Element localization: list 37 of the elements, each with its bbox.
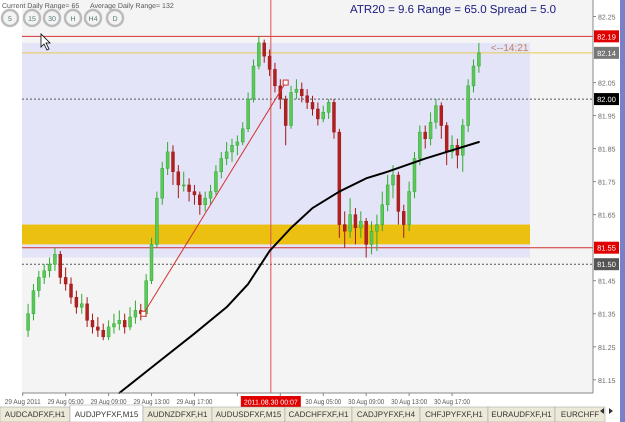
candlestick [241, 122, 244, 146]
candlestick [182, 171, 186, 192]
candlestick [80, 293, 84, 314]
candlestick [440, 102, 444, 140]
candlestick [122, 313, 126, 334]
candlestick [359, 210, 363, 238]
candlestick [166, 142, 170, 176]
candlestick [354, 208, 358, 245]
text: EURAUDFXF,H1 [491, 410, 552, 419]
text: AUDUSDFXF,M15 [216, 410, 282, 419]
candlestick [326, 98, 330, 120]
text: EURCHFF [560, 410, 600, 419]
annotation: <--14:21 [490, 42, 529, 54]
candlestick [300, 82, 304, 103]
candlestick [58, 250, 62, 285]
candlestick [220, 151, 224, 179]
candlestick [423, 124, 427, 150]
candlestick [402, 204, 406, 238]
candlestick [278, 78, 282, 110]
candlestick [322, 105, 325, 123]
candlestick [118, 310, 122, 331]
text: CADCHFFXF,H1 [288, 410, 350, 419]
text: CHFJPYFXF,H1 [425, 410, 484, 419]
candlestick [262, 39, 266, 64]
candlestick [37, 270, 41, 298]
candlestick [198, 191, 202, 216]
text: CADJPYFXF,H4 [356, 410, 416, 419]
line-series [118, 141, 480, 394]
text: AUDJPYFXF,M15 [74, 410, 139, 419]
text: AUDNZDFXF,H1 [147, 410, 208, 419]
candlestick [101, 323, 105, 341]
candlestick [342, 210, 346, 248]
annotation: ATR20 = 9.6 Range = 65.0 Spread = 5.0 [350, 4, 556, 16]
text: AUDCADFXF,H1 [4, 410, 66, 419]
candlestick [380, 191, 384, 232]
candlestick [348, 198, 352, 238]
candlestick [364, 217, 368, 258]
